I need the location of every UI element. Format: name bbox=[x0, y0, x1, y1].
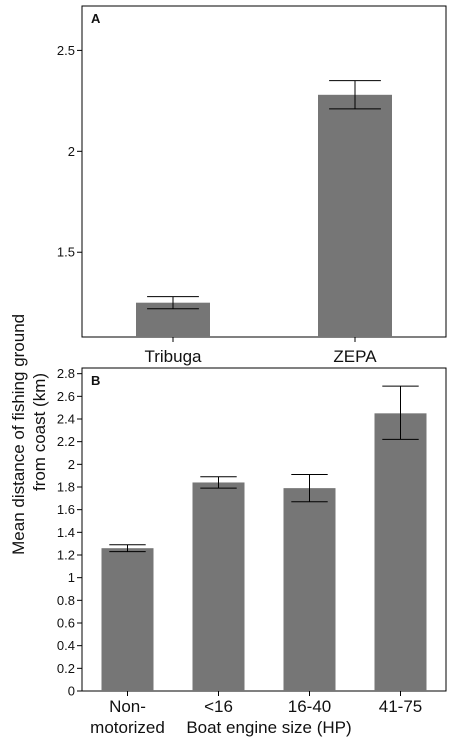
y-tick-label: 0.4 bbox=[57, 638, 75, 653]
y-tick-label: 0 bbox=[68, 684, 75, 699]
y-tick-label: 2.8 bbox=[57, 366, 75, 381]
x-category-label: <16 bbox=[204, 697, 233, 716]
y-tick-label: 2 bbox=[68, 457, 75, 472]
x-category-label: 16-40 bbox=[288, 697, 331, 716]
plot-frame bbox=[81, 367, 447, 692]
y-tick-label: 1.5 bbox=[57, 245, 75, 260]
x-category-label: ZEPA bbox=[333, 347, 377, 366]
bar bbox=[101, 548, 154, 691]
panel-b: B 0 0.2 0.4 0.6 0.8 1 1.2 1.4 1.6 1.8 2 2.2 2.4 2.6 2.8… bbox=[57, 366, 447, 737]
y-tick-label: 0.6 bbox=[57, 616, 75, 631]
x-axis-label: Boat engine size (HP) bbox=[186, 718, 351, 737]
panel-a: A 1.5 2 2.5 Tribuga ZEPA bbox=[57, 5, 447, 366]
bar bbox=[374, 413, 427, 691]
bar bbox=[192, 482, 245, 691]
x-category-label: 41-75 bbox=[379, 697, 422, 716]
panel-label: A bbox=[91, 11, 101, 26]
bar bbox=[318, 94, 392, 338]
plot-frame bbox=[81, 5, 447, 338]
y-axis-label: Mean distance of fishing ground from coa… bbox=[9, 309, 49, 555]
y-axis-label-line2: from coast (km) bbox=[30, 373, 49, 491]
y-tick-label: 2.5 bbox=[57, 43, 75, 58]
y-tick-label: 1.4 bbox=[57, 525, 75, 540]
y-tick-label: 1.8 bbox=[57, 480, 75, 495]
y-tick-label: 1.6 bbox=[57, 502, 75, 517]
y-tick-label: 0.8 bbox=[57, 593, 75, 608]
panel-label: B bbox=[91, 373, 100, 388]
bar bbox=[283, 488, 336, 691]
x-category-label: motorized bbox=[90, 718, 165, 737]
y-tick-label: 2.4 bbox=[57, 412, 75, 427]
y-tick-label: 1.2 bbox=[57, 548, 75, 563]
y-tick-label: 2.2 bbox=[57, 434, 75, 449]
x-category-label: Tribuga bbox=[144, 347, 202, 366]
y-tick-label: 1 bbox=[68, 570, 75, 585]
x-category-label: Non- bbox=[109, 697, 146, 716]
y-tick-label: 2 bbox=[68, 144, 75, 159]
y-tick-label: 2.6 bbox=[57, 389, 75, 404]
y-axis-label-line1: Mean distance of fishing ground bbox=[9, 314, 28, 555]
y-tick-label: 0.2 bbox=[57, 661, 75, 676]
